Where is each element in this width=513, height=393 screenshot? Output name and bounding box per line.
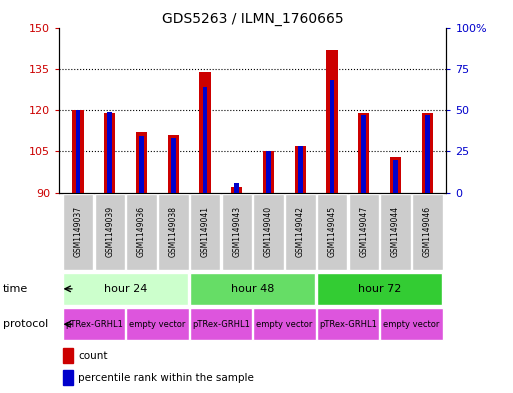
FancyBboxPatch shape bbox=[317, 194, 347, 270]
FancyBboxPatch shape bbox=[253, 194, 284, 270]
FancyBboxPatch shape bbox=[348, 194, 379, 270]
Text: GSM1149037: GSM1149037 bbox=[73, 206, 83, 257]
Text: pTRex-GRHL1: pTRex-GRHL1 bbox=[65, 320, 123, 329]
Bar bbox=[171, 138, 175, 193]
Bar bbox=[75, 110, 81, 193]
FancyBboxPatch shape bbox=[190, 308, 252, 340]
FancyBboxPatch shape bbox=[126, 308, 188, 340]
FancyBboxPatch shape bbox=[158, 194, 188, 270]
Bar bbox=[136, 132, 147, 193]
Bar bbox=[422, 113, 433, 193]
Text: empty vector: empty vector bbox=[129, 320, 186, 329]
FancyBboxPatch shape bbox=[317, 308, 379, 340]
Bar bbox=[425, 115, 430, 193]
Bar bbox=[107, 112, 112, 193]
Bar bbox=[234, 183, 239, 193]
FancyBboxPatch shape bbox=[190, 194, 220, 270]
Text: protocol: protocol bbox=[3, 319, 48, 329]
Bar bbox=[72, 110, 84, 193]
Text: GSM1149045: GSM1149045 bbox=[327, 206, 337, 257]
FancyBboxPatch shape bbox=[285, 194, 315, 270]
Text: empty vector: empty vector bbox=[383, 320, 440, 329]
FancyBboxPatch shape bbox=[190, 273, 315, 305]
FancyBboxPatch shape bbox=[380, 308, 443, 340]
Text: GSM1149044: GSM1149044 bbox=[391, 206, 400, 257]
Text: GSM1149046: GSM1149046 bbox=[423, 206, 432, 257]
FancyBboxPatch shape bbox=[126, 194, 157, 270]
Title: GDS5263 / ILMN_1760665: GDS5263 / ILMN_1760665 bbox=[162, 13, 344, 26]
Text: GSM1149039: GSM1149039 bbox=[105, 206, 114, 257]
Bar bbox=[361, 115, 366, 193]
Text: hour 24: hour 24 bbox=[104, 284, 147, 294]
FancyBboxPatch shape bbox=[317, 273, 442, 305]
Bar bbox=[63, 348, 72, 363]
Text: hour 72: hour 72 bbox=[358, 284, 401, 294]
Bar bbox=[263, 151, 274, 193]
FancyBboxPatch shape bbox=[63, 273, 188, 305]
Text: GSM1149047: GSM1149047 bbox=[359, 206, 368, 257]
Bar bbox=[104, 113, 115, 193]
Bar bbox=[266, 151, 271, 193]
FancyBboxPatch shape bbox=[412, 194, 443, 270]
Text: pTRex-GRHL1: pTRex-GRHL1 bbox=[319, 320, 377, 329]
Bar bbox=[139, 136, 144, 193]
Text: count: count bbox=[78, 351, 108, 361]
Bar bbox=[390, 157, 401, 193]
Text: GSM1149041: GSM1149041 bbox=[201, 206, 209, 257]
FancyBboxPatch shape bbox=[63, 308, 125, 340]
Bar bbox=[294, 146, 306, 193]
FancyBboxPatch shape bbox=[380, 194, 411, 270]
Bar bbox=[330, 80, 334, 193]
Text: GSM1149040: GSM1149040 bbox=[264, 206, 273, 257]
FancyBboxPatch shape bbox=[94, 194, 125, 270]
Bar bbox=[203, 87, 207, 193]
Text: GSM1149043: GSM1149043 bbox=[232, 206, 241, 257]
Text: GSM1149042: GSM1149042 bbox=[296, 206, 305, 257]
Text: percentile rank within the sample: percentile rank within the sample bbox=[78, 373, 254, 383]
Text: time: time bbox=[3, 284, 28, 294]
Bar bbox=[393, 160, 398, 193]
Bar bbox=[231, 187, 242, 193]
Text: pTRex-GRHL1: pTRex-GRHL1 bbox=[192, 320, 250, 329]
Text: GSM1149036: GSM1149036 bbox=[137, 206, 146, 257]
Bar bbox=[358, 113, 369, 193]
Bar bbox=[298, 146, 303, 193]
Bar bbox=[168, 135, 179, 193]
Bar bbox=[326, 50, 338, 193]
FancyBboxPatch shape bbox=[222, 194, 252, 270]
Text: GSM1149038: GSM1149038 bbox=[169, 206, 178, 257]
Bar bbox=[63, 370, 72, 385]
FancyBboxPatch shape bbox=[63, 194, 93, 270]
Text: hour 48: hour 48 bbox=[231, 284, 274, 294]
Text: empty vector: empty vector bbox=[256, 320, 312, 329]
FancyBboxPatch shape bbox=[253, 308, 315, 340]
Bar bbox=[200, 72, 211, 193]
